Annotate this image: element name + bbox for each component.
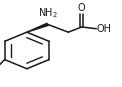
Polygon shape — [27, 23, 48, 32]
Text: OH: OH — [97, 24, 112, 34]
Text: O: O — [78, 3, 86, 13]
Text: NH$_2$: NH$_2$ — [38, 6, 58, 20]
